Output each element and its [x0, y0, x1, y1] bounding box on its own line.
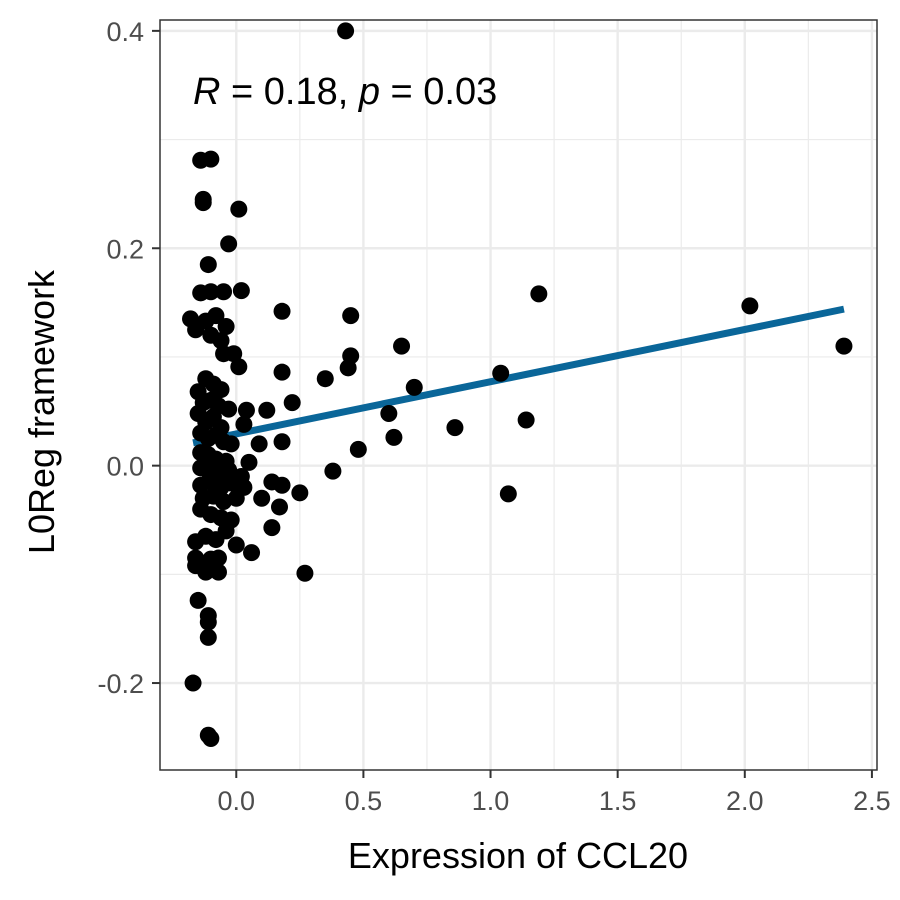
r-value-text: = 0.18,: [220, 71, 358, 113]
data-point: [393, 337, 411, 355]
data-point: [217, 522, 235, 540]
data-point: [296, 564, 314, 582]
x-tick-label: 1.0: [472, 786, 510, 816]
data-point: [405, 378, 423, 396]
data-point: [202, 150, 220, 168]
p-symbol: p: [358, 71, 380, 113]
data-point: [253, 489, 271, 507]
data-point: [220, 461, 238, 479]
data-point: [199, 628, 217, 646]
data-point: [250, 435, 268, 453]
data-point: [232, 282, 250, 300]
data-point: [199, 256, 217, 274]
y-tick-label: 0.4: [106, 17, 144, 47]
data-point: [194, 194, 212, 212]
data-point: [212, 381, 230, 399]
x-axis-title: Expression of CCL20: [348, 835, 688, 876]
y-axis-title: L0Reg framework: [21, 269, 62, 554]
data-point: [492, 364, 510, 382]
data-point: [273, 476, 291, 494]
data-point: [263, 519, 281, 537]
data-point: [283, 394, 301, 412]
data-point: [324, 462, 342, 480]
data-points: [182, 22, 853, 747]
minor-gridlines: [160, 20, 877, 770]
data-point: [243, 544, 261, 562]
major-gridlines: [160, 20, 877, 770]
data-point: [209, 563, 227, 581]
data-point: [212, 332, 230, 350]
x-tick-label: 2.5: [853, 786, 891, 816]
data-point: [209, 549, 227, 567]
data-point: [446, 419, 464, 437]
data-point: [337, 22, 355, 40]
y-tick-label: 0.0: [106, 452, 144, 482]
data-point: [220, 235, 238, 253]
x-tick-label: 2.0: [726, 786, 764, 816]
data-point: [227, 489, 245, 507]
data-point: [240, 453, 258, 471]
data-point: [227, 536, 245, 554]
regression-line-group: [192, 305, 845, 447]
data-point: [291, 484, 309, 502]
data-point: [517, 411, 535, 429]
data-point: [202, 283, 220, 301]
y-tick-label: -0.2: [97, 669, 144, 699]
data-point: [215, 283, 233, 301]
y-tick-label: 0.2: [106, 234, 144, 264]
data-point: [258, 401, 276, 419]
data-point: [342, 307, 360, 325]
correlation-annotation: R = 0.18, p = 0.03: [193, 71, 497, 113]
data-point: [184, 674, 202, 692]
x-axis: 0.0 0.5 1.0 1.5 2.0 2.5: [218, 770, 891, 816]
r-symbol: R: [193, 71, 220, 113]
data-point: [189, 591, 207, 609]
data-point: [215, 493, 233, 511]
data-point: [220, 400, 238, 418]
data-point: [225, 345, 243, 363]
data-point: [339, 359, 357, 377]
data-point: [741, 297, 759, 315]
x-tick-label: 1.5: [599, 786, 637, 816]
x-tick-label: 0.5: [345, 786, 383, 816]
data-point: [199, 613, 217, 631]
data-point: [235, 415, 253, 433]
data-point: [835, 337, 853, 355]
data-point: [230, 358, 248, 376]
data-point: [273, 363, 291, 381]
regression-line: [192, 305, 845, 447]
data-point: [273, 302, 291, 320]
data-point: [197, 563, 215, 581]
data-point: [380, 404, 398, 422]
panel-border: [159, 19, 878, 771]
data-point: [385, 428, 403, 446]
data-point: [273, 433, 291, 451]
data-point: [237, 401, 255, 419]
data-point: [202, 729, 220, 747]
data-point: [207, 307, 225, 325]
y-axis: -0.2 0.0 0.2 0.4: [97, 17, 160, 699]
data-point: [499, 485, 517, 503]
data-point: [230, 200, 248, 218]
data-point: [530, 285, 548, 303]
data-point: [217, 318, 235, 336]
data-point: [316, 370, 334, 388]
data-point: [271, 498, 288, 516]
data-point: [222, 435, 240, 453]
data-point: [349, 440, 367, 458]
x-tick-label: 0.0: [218, 786, 256, 816]
p-value-text: = 0.03: [380, 71, 497, 113]
